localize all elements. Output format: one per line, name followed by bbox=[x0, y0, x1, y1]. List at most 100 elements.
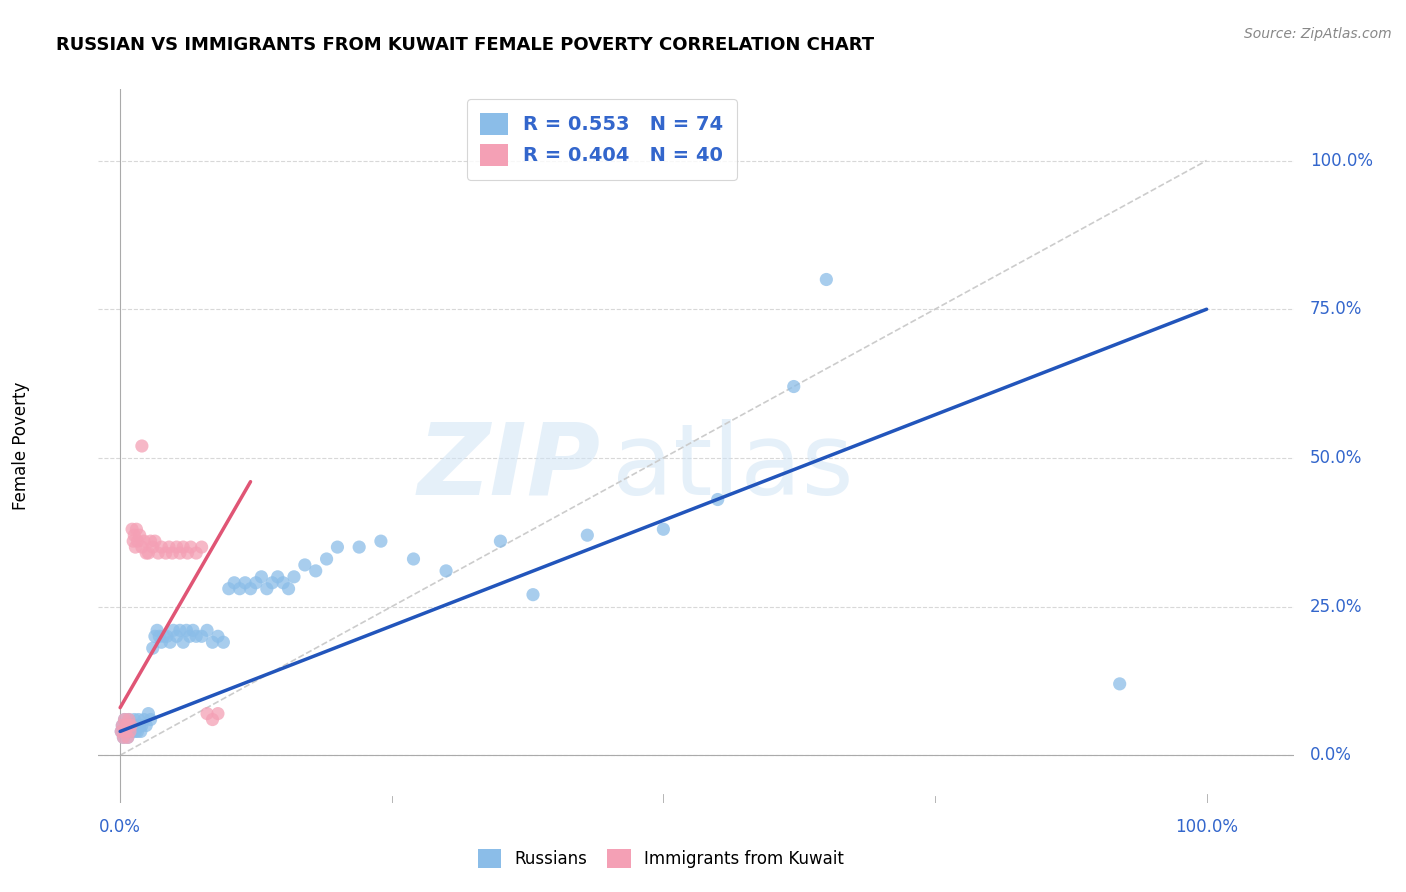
Point bbox=[1108, 677, 1130, 691]
Point bbox=[129, 724, 152, 739]
Point bbox=[128, 718, 150, 732]
Point bbox=[112, 731, 135, 745]
Point bbox=[190, 629, 212, 643]
Point bbox=[159, 635, 181, 649]
Point bbox=[115, 718, 138, 732]
Point bbox=[207, 706, 229, 721]
Point bbox=[131, 540, 153, 554]
Point bbox=[169, 546, 191, 560]
Point bbox=[150, 635, 173, 649]
Point bbox=[143, 534, 166, 549]
Point bbox=[224, 575, 246, 590]
Point bbox=[114, 724, 136, 739]
Point bbox=[146, 624, 169, 638]
Text: 100.0%: 100.0% bbox=[1175, 818, 1239, 836]
Point bbox=[271, 575, 294, 590]
Point bbox=[125, 522, 148, 536]
Point bbox=[114, 713, 136, 727]
Point bbox=[245, 575, 267, 590]
Point bbox=[142, 641, 165, 656]
Point bbox=[522, 588, 544, 602]
Point bbox=[152, 629, 174, 643]
Point bbox=[783, 379, 806, 393]
Point bbox=[139, 534, 162, 549]
Text: atlas: atlas bbox=[612, 419, 853, 516]
Point bbox=[122, 534, 145, 549]
Point bbox=[162, 546, 184, 560]
Point bbox=[117, 731, 139, 745]
Point bbox=[402, 552, 425, 566]
Point bbox=[127, 534, 149, 549]
Point bbox=[120, 718, 142, 732]
Point bbox=[370, 534, 392, 549]
Point bbox=[576, 528, 599, 542]
Point bbox=[124, 528, 146, 542]
Point bbox=[815, 272, 838, 286]
Legend: Russians, Immigrants from Kuwait: Russians, Immigrants from Kuwait bbox=[471, 842, 851, 875]
Point bbox=[124, 724, 146, 739]
Point bbox=[121, 522, 143, 536]
Point bbox=[262, 575, 284, 590]
Point bbox=[169, 624, 191, 638]
Point bbox=[124, 540, 146, 554]
Point bbox=[114, 724, 136, 739]
Point bbox=[326, 540, 349, 554]
Point bbox=[190, 540, 212, 554]
Point bbox=[207, 629, 229, 643]
Point bbox=[131, 718, 153, 732]
Point bbox=[132, 534, 155, 549]
Point bbox=[150, 540, 173, 554]
Point bbox=[148, 546, 170, 560]
Point bbox=[233, 575, 256, 590]
Point bbox=[283, 570, 305, 584]
Point bbox=[162, 624, 184, 638]
Point bbox=[201, 635, 224, 649]
Point bbox=[135, 718, 157, 732]
Point bbox=[155, 546, 177, 560]
Point bbox=[179, 629, 201, 643]
Point bbox=[186, 546, 208, 560]
Point bbox=[138, 706, 160, 721]
Point bbox=[277, 582, 299, 596]
Point bbox=[294, 558, 316, 572]
Point bbox=[132, 713, 155, 727]
Point bbox=[181, 624, 204, 638]
Point bbox=[118, 713, 141, 727]
Point bbox=[128, 528, 150, 542]
Text: 0.0%: 0.0% bbox=[1310, 747, 1351, 764]
Text: 25.0%: 25.0% bbox=[1310, 598, 1362, 615]
Legend: R = 0.553   N = 74, R = 0.404   N = 40: R = 0.553 N = 74, R = 0.404 N = 40 bbox=[467, 99, 737, 180]
Point bbox=[489, 534, 512, 549]
Point bbox=[118, 713, 141, 727]
Text: 100.0%: 100.0% bbox=[1310, 152, 1372, 169]
Point bbox=[115, 718, 138, 732]
Point bbox=[135, 546, 157, 560]
Point bbox=[201, 713, 224, 727]
Point bbox=[131, 439, 153, 453]
Point bbox=[121, 724, 143, 739]
Point bbox=[195, 624, 218, 638]
Point bbox=[250, 570, 273, 584]
Point bbox=[156, 629, 179, 643]
Point bbox=[114, 713, 136, 727]
Point bbox=[305, 564, 328, 578]
Point bbox=[117, 731, 139, 745]
Point bbox=[125, 718, 148, 732]
Point bbox=[142, 540, 165, 554]
Point bbox=[110, 724, 132, 739]
Point bbox=[256, 582, 278, 596]
Text: RUSSIAN VS IMMIGRANTS FROM KUWAIT FEMALE POVERTY CORRELATION CHART: RUSSIAN VS IMMIGRANTS FROM KUWAIT FEMALE… bbox=[56, 36, 875, 54]
Point bbox=[112, 731, 135, 745]
Point bbox=[706, 492, 728, 507]
Point bbox=[347, 540, 370, 554]
Point bbox=[176, 546, 198, 560]
Point bbox=[239, 582, 262, 596]
Point bbox=[128, 713, 150, 727]
Point bbox=[110, 724, 132, 739]
Point bbox=[180, 540, 202, 554]
Point bbox=[166, 540, 188, 554]
Text: 0.0%: 0.0% bbox=[100, 818, 141, 836]
Text: 75.0%: 75.0% bbox=[1310, 301, 1362, 318]
Point bbox=[138, 546, 160, 560]
Point bbox=[176, 624, 198, 638]
